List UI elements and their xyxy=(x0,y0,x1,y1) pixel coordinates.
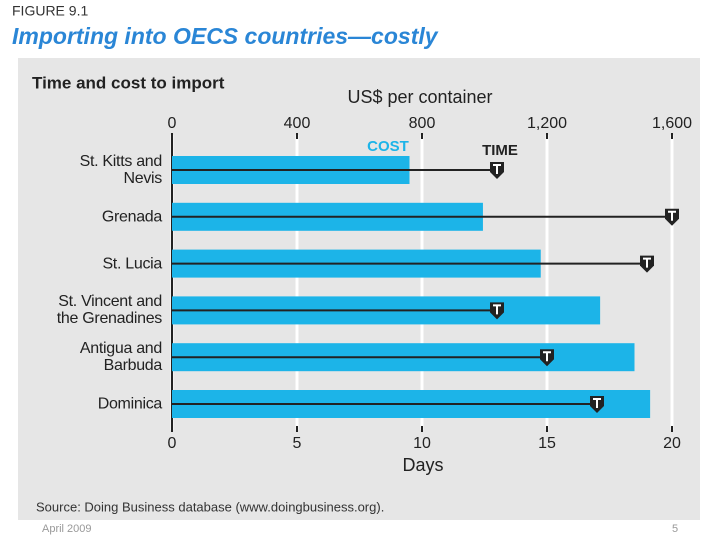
category-label: St. Lucia xyxy=(102,255,162,273)
footer-date: April 2009 xyxy=(42,523,92,535)
legend-entry: COST xyxy=(367,138,409,155)
figure-label: FIGURE 9.1 xyxy=(12,3,88,19)
time-marker-icon xyxy=(493,164,501,174)
x2-axis-label: Days xyxy=(402,455,443,475)
category-label: St. Kitts and Nevis xyxy=(79,153,163,187)
time-marker-icon xyxy=(493,304,501,315)
x2-tick-label: 20 xyxy=(663,435,681,452)
chart-subtitle: Time and cost to import xyxy=(32,73,225,92)
x-axis-label: US$ per container xyxy=(347,87,492,107)
category-label: St. Vincent and the Grenadines xyxy=(56,293,163,328)
x2-tick-label: 10 xyxy=(413,435,431,452)
x2-tick-label: 0 xyxy=(168,435,177,452)
source: Source: Doing Business database (www.doi… xyxy=(36,499,384,514)
footer-page: 5 xyxy=(672,523,678,535)
x2-tick-label: 5 xyxy=(293,435,302,452)
time-marker-icon xyxy=(593,398,601,408)
panel xyxy=(18,58,700,520)
time-marker-icon xyxy=(668,210,676,221)
x2-tick-label: 15 xyxy=(538,435,556,452)
category-label: Dominica xyxy=(97,395,163,413)
x-tick-label: 1,600 xyxy=(652,115,692,132)
chart-title: Importing into OECS countries—costly xyxy=(12,23,439,49)
x-tick-label: 400 xyxy=(284,115,311,132)
x-tick-label: 800 xyxy=(409,115,436,132)
legend-entry: TIME xyxy=(482,142,518,159)
category-label: Antigua and Barbuda xyxy=(79,340,162,375)
x-tick-label: 1,200 xyxy=(527,115,567,132)
x-tick-label: 0 xyxy=(168,115,177,132)
time-marker-icon xyxy=(643,257,651,268)
category-label: Grenada xyxy=(101,208,162,226)
time-marker-icon xyxy=(543,351,551,362)
